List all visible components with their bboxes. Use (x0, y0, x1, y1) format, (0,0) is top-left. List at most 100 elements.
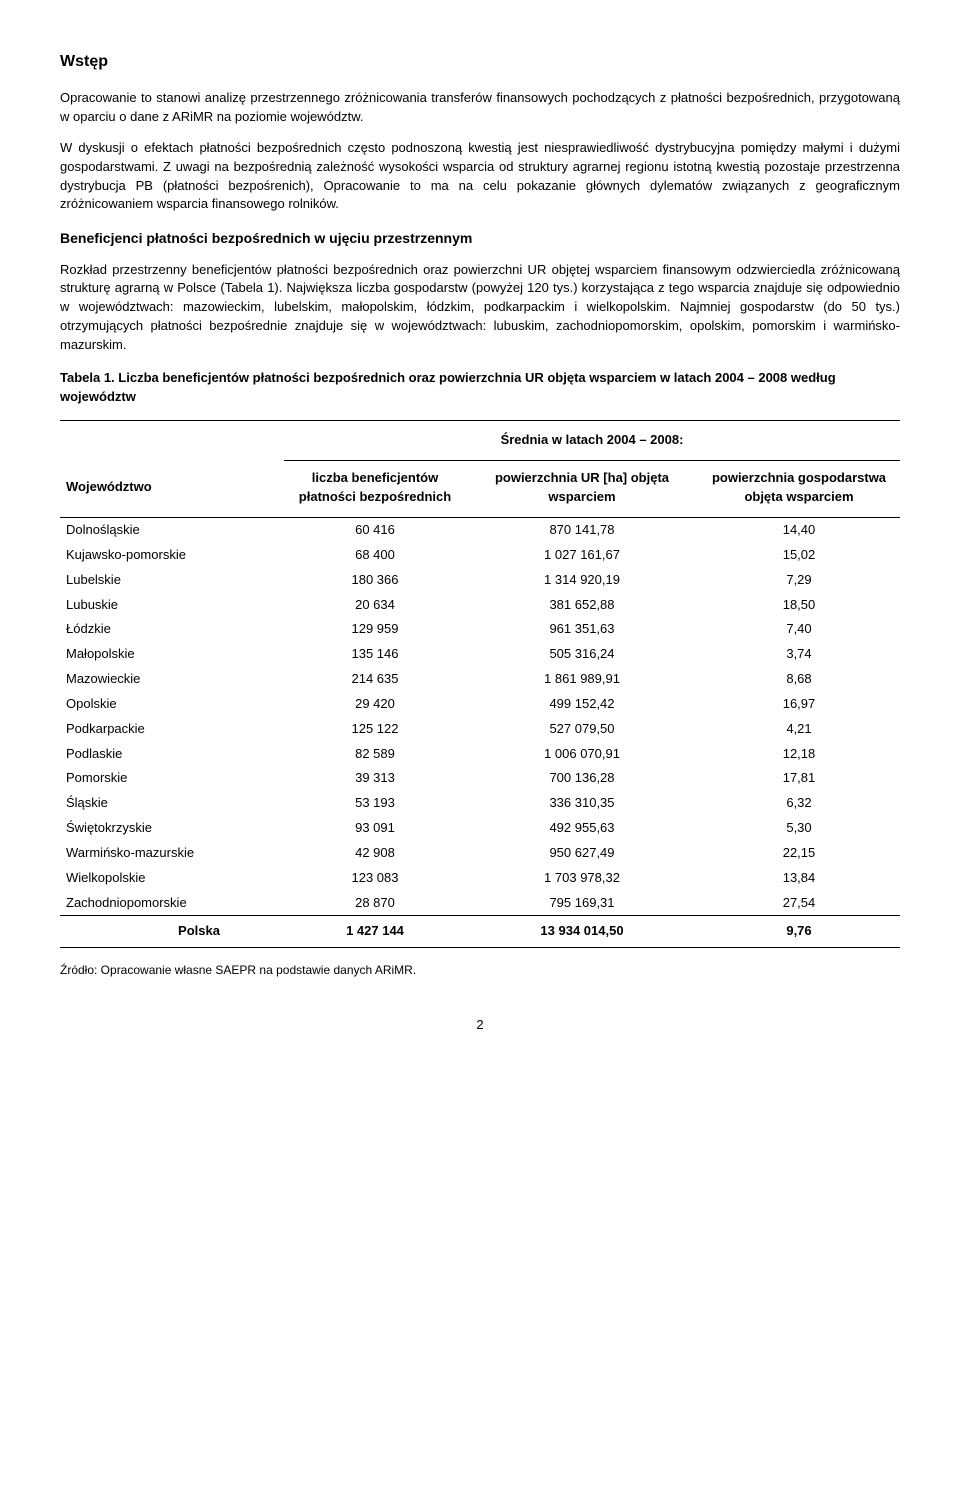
table-row: Mazowieckie214 6351 861 989,918,68 (60, 667, 900, 692)
cell-name: Warmińsko-mazurskie (60, 841, 284, 866)
table-row: Warmińsko-mazurskie42 908950 627,4922,15 (60, 841, 900, 866)
cell-name: Podkarpackie (60, 717, 284, 742)
table-row: Łódzkie129 959961 351,637,40 (60, 617, 900, 642)
table-col-farm-area: powierzchnia gospodarstwa objęta wsparci… (698, 461, 900, 518)
cell-farm-area: 14,40 (698, 517, 900, 542)
cell-name: Mazowieckie (60, 667, 284, 692)
cell-name: Śląskie (60, 791, 284, 816)
table-source: Źródło: Opracowanie własne SAEPR na pods… (60, 962, 900, 979)
table-row: Zachodniopomorskie28 870795 169,3127,54 (60, 891, 900, 916)
cell-beneficiaries: 29 420 (284, 692, 466, 717)
cell-area-ur: 505 316,24 (466, 642, 698, 667)
cell-farm-area: 7,40 (698, 617, 900, 642)
table-row: Małopolskie135 146505 316,243,74 (60, 642, 900, 667)
cell-name: Małopolskie (60, 642, 284, 667)
cell-name: Lubelskie (60, 568, 284, 593)
cell-beneficiaries: 60 416 (284, 517, 466, 542)
cell-area-ur: 870 141,78 (466, 517, 698, 542)
cell-farm-area: 3,74 (698, 642, 900, 667)
cell-farm-area: 17,81 (698, 766, 900, 791)
cell-beneficiaries: 28 870 (284, 891, 466, 916)
cell-beneficiaries: 39 313 (284, 766, 466, 791)
table-row: Kujawsko-pomorskie68 4001 027 161,6715,0… (60, 543, 900, 568)
page-number: 2 (60, 1016, 900, 1035)
cell-area-ur: 1 314 920,19 (466, 568, 698, 593)
cell-beneficiaries: 82 589 (284, 742, 466, 767)
table-body: Dolnośląskie60 416870 141,7814,40 Kujaws… (60, 517, 900, 947)
section-title-beneficiaries: Beneficjenci płatności bezpośrednich w u… (60, 228, 900, 248)
cell-name: Łódzkie (60, 617, 284, 642)
cell-area-ur: 961 351,63 (466, 617, 698, 642)
table-row-total: Polska 1 427 144 13 934 014,50 9,76 (60, 916, 900, 948)
page-heading: Wstęp (60, 50, 900, 73)
table-row: Pomorskie39 313700 136,2817,81 (60, 766, 900, 791)
cell-area-ur: 1 027 161,67 (466, 543, 698, 568)
cell-farm-area: 12,18 (698, 742, 900, 767)
cell-name: Zachodniopomorskie (60, 891, 284, 916)
cell-farm-area: 15,02 (698, 543, 900, 568)
cell-total-name: Polska (60, 916, 284, 948)
paragraph-intro-2: W dyskusji o efektach płatności bezpośre… (60, 139, 900, 214)
table-row: Śląskie53 193336 310,356,32 (60, 791, 900, 816)
table-row: Lubelskie180 3661 314 920,197,29 (60, 568, 900, 593)
cell-area-ur: 795 169,31 (466, 891, 698, 916)
cell-name: Kujawsko-pomorskie (60, 543, 284, 568)
cell-farm-area: 13,84 (698, 866, 900, 891)
cell-beneficiaries: 68 400 (284, 543, 466, 568)
cell-area-ur: 1 703 978,32 (466, 866, 698, 891)
cell-farm-area: 22,15 (698, 841, 900, 866)
cell-beneficiaries: 129 959 (284, 617, 466, 642)
cell-name: Pomorskie (60, 766, 284, 791)
cell-beneficiaries: 180 366 (284, 568, 466, 593)
table-row: Podlaskie82 5891 006 070,9112,18 (60, 742, 900, 767)
cell-farm-area: 8,68 (698, 667, 900, 692)
cell-beneficiaries: 42 908 (284, 841, 466, 866)
cell-area-ur: 527 079,50 (466, 717, 698, 742)
cell-total-farm-area: 9,76 (698, 916, 900, 948)
cell-beneficiaries: 125 122 (284, 717, 466, 742)
cell-farm-area: 4,21 (698, 717, 900, 742)
table-row: Wielkopolskie123 0831 703 978,3213,84 (60, 866, 900, 891)
cell-name: Wielkopolskie (60, 866, 284, 891)
cell-area-ur: 492 955,63 (466, 816, 698, 841)
cell-area-ur: 499 152,42 (466, 692, 698, 717)
table-row: Podkarpackie125 122527 079,504,21 (60, 717, 900, 742)
cell-name: Dolnośląskie (60, 517, 284, 542)
cell-total-area-ur: 13 934 014,50 (466, 916, 698, 948)
cell-beneficiaries: 93 091 (284, 816, 466, 841)
table-caption: Tabela 1. Liczba beneficjentów płatności… (60, 369, 900, 407)
paragraph-intro-1: Opracowanie to stanowi analizę przestrze… (60, 89, 900, 127)
cell-beneficiaries: 53 193 (284, 791, 466, 816)
table-row: Lubuskie20 634381 652,8818,50 (60, 593, 900, 618)
table-row: Dolnośląskie60 416870 141,7814,40 (60, 517, 900, 542)
table-col-area-ur: powierzchnia UR [ha] objęta wsparciem (466, 461, 698, 518)
cell-farm-area: 18,50 (698, 593, 900, 618)
cell-name: Świętokrzyskie (60, 816, 284, 841)
cell-total-beneficiaries: 1 427 144 (284, 916, 466, 948)
cell-farm-area: 6,32 (698, 791, 900, 816)
cell-area-ur: 336 310,35 (466, 791, 698, 816)
cell-name: Podlaskie (60, 742, 284, 767)
table-superheader: Średnia w latach 2004 – 2008: (284, 421, 900, 461)
cell-beneficiaries: 123 083 (284, 866, 466, 891)
table-col-beneficiaries: liczba beneficjentów płatności bezpośred… (284, 461, 466, 518)
cell-farm-area: 7,29 (698, 568, 900, 593)
table-col-wojewodztwo: Województwo (60, 461, 284, 518)
cell-name: Lubuskie (60, 593, 284, 618)
data-table: Średnia w latach 2004 – 2008: Województw… (60, 420, 900, 948)
cell-beneficiaries: 20 634 (284, 593, 466, 618)
cell-area-ur: 1 006 070,91 (466, 742, 698, 767)
cell-area-ur: 950 627,49 (466, 841, 698, 866)
cell-farm-area: 16,97 (698, 692, 900, 717)
cell-area-ur: 700 136,28 (466, 766, 698, 791)
table-row: Opolskie29 420499 152,4216,97 (60, 692, 900, 717)
cell-name: Opolskie (60, 692, 284, 717)
cell-beneficiaries: 214 635 (284, 667, 466, 692)
cell-beneficiaries: 135 146 (284, 642, 466, 667)
cell-farm-area: 27,54 (698, 891, 900, 916)
cell-area-ur: 1 861 989,91 (466, 667, 698, 692)
cell-area-ur: 381 652,88 (466, 593, 698, 618)
cell-farm-area: 5,30 (698, 816, 900, 841)
paragraph-beneficiaries: Rozkład przestrzenny beneficjentów płatn… (60, 261, 900, 355)
table-row: Świętokrzyskie93 091492 955,635,30 (60, 816, 900, 841)
